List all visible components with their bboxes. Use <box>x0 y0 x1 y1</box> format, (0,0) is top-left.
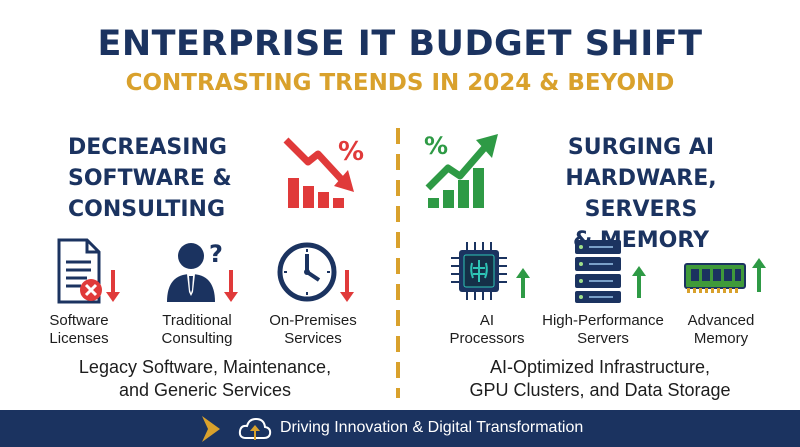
consultant-question-icon: ? <box>167 240 238 302</box>
svg-text:%: % <box>338 137 364 167</box>
item-label: High-Performance Servers <box>542 312 664 347</box>
item-software-licenses: Software Licenses <box>14 236 144 348</box>
server-rack-icon <box>575 240 646 303</box>
document-x-icon <box>57 238 120 304</box>
svg-text:%: % <box>424 132 448 160</box>
item-on-premises-services: On-Premises Services <box>248 236 378 348</box>
footer-text: Driving Innovation & Digital Transformat… <box>280 419 584 436</box>
item-advanced-memory: Advanced Memory <box>656 236 786 348</box>
svg-text:?: ? <box>209 240 223 268</box>
item-traditional-consulting: ? Traditional Consulting <box>132 236 262 348</box>
page-title: ENTERPRISE IT BUDGET SHIFT <box>97 24 703 64</box>
chevron-right-icon <box>202 416 220 442</box>
item-high-performance-servers: High-Performance Servers <box>538 236 668 348</box>
item-label: Advanced Memory <box>687 312 755 347</box>
clock-icon <box>277 242 354 302</box>
decreasing-heading: DECREASING SOFTWARE & CONSULTING <box>68 135 232 222</box>
section-divider <box>396 128 400 398</box>
item-label: AI Processors <box>449 312 525 347</box>
memory-module-icon <box>684 258 766 293</box>
item-ai-processors: AI Processors <box>422 236 552 348</box>
item-label: Traditional Consulting <box>161 312 233 347</box>
surging-heading: SURGING AI HARDWARE, SERVERS & MEMORY <box>565 135 717 253</box>
item-label: Software Licenses <box>49 312 109 347</box>
decreasing-summary: Legacy Software, Maintenance, and Generi… <box>78 357 332 400</box>
ai-chip-icon <box>451 242 530 300</box>
surging-summary: AI-Optimized Infrastructure, GPU Cluster… <box>469 357 731 400</box>
decreasing-trend-icon: % <box>283 137 364 208</box>
cloud-upload-icon <box>238 417 272 440</box>
footer-bar: Driving Innovation & Digital Transformat… <box>0 410 800 447</box>
page-subtitle: CONTRASTING TRENDS IN 2024 & BEYOND <box>125 70 675 96</box>
increasing-trend-icon: % <box>424 132 498 208</box>
item-label: On-Premises Services <box>269 312 357 347</box>
